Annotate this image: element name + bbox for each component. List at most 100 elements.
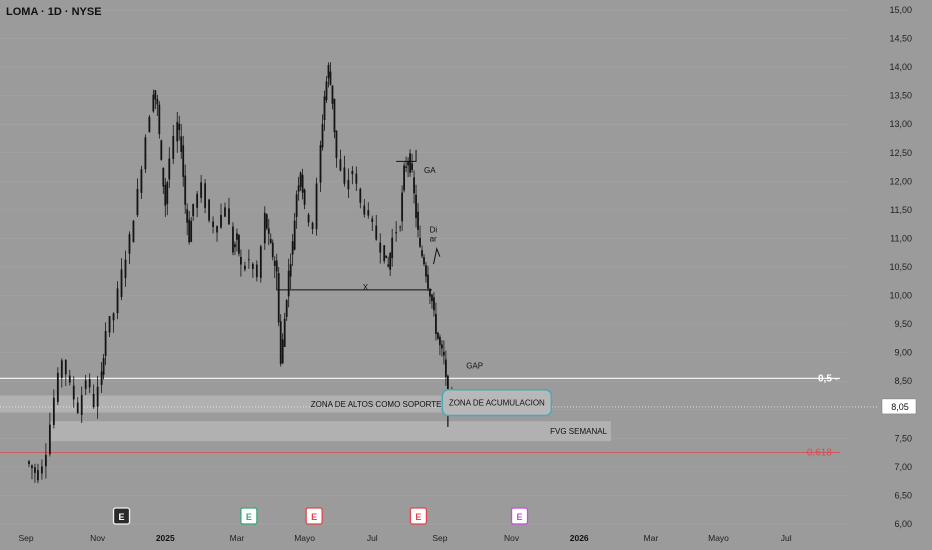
candle-body: [104, 331, 107, 356]
candle-body: [212, 221, 214, 228]
candle-body: [52, 397, 55, 425]
candle-body: [255, 264, 258, 278]
candle-body: [238, 234, 240, 254]
candle-body: [80, 395, 83, 415]
x-tick-label: Jul: [781, 533, 792, 543]
candle-body: [379, 242, 382, 253]
candle-body: [301, 174, 304, 193]
arrow-annotation: [433, 246, 441, 265]
candle-body: [76, 402, 79, 413]
candle-body: [387, 264, 390, 267]
x-tick-label: Nov: [504, 533, 520, 543]
candle-body: [88, 379, 91, 388]
candle-body: [271, 242, 274, 258]
candle-body: [319, 145, 322, 183]
ar-label: ar: [430, 234, 437, 243]
fvg-semanal-zone: [49, 421, 612, 442]
y-tick-label: 7,50: [894, 433, 912, 443]
candle-body: [323, 96, 326, 121]
candle-body: [84, 380, 87, 389]
neckline-x: [276, 264, 432, 291]
candle-body: [385, 255, 388, 258]
candle-body: [188, 219, 191, 243]
candle-body: [228, 208, 230, 225]
candle-body: [164, 184, 167, 206]
earnings-3-marker[interactable]: [305, 507, 323, 525]
candle-body: [391, 237, 394, 259]
candle-body: [367, 210, 370, 216]
candle-body: [423, 257, 425, 265]
candle-body: [443, 351, 445, 356]
candle-body: [108, 316, 111, 333]
x-tick-label: 2026: [570, 533, 589, 543]
earnings-4-marker[interactable]: [409, 507, 428, 525]
earnings-2-marker[interactable]: [240, 507, 258, 525]
y-tick-label: 11,50: [890, 205, 912, 215]
candle-body: [259, 246, 262, 278]
candle-body: [389, 253, 392, 270]
candle-body: [433, 297, 435, 311]
candle-body: [273, 260, 276, 266]
candle-body: [419, 237, 421, 247]
candle-body: [186, 209, 189, 223]
candle-body: [64, 360, 67, 375]
candle-body: [269, 239, 272, 243]
ga-label: GA: [424, 166, 436, 175]
earnings-2-letter: E: [246, 512, 252, 522]
candle-body: [409, 153, 411, 173]
di-label: Di: [430, 226, 438, 235]
candle-body: [190, 220, 193, 242]
candle-body: [439, 336, 441, 346]
candle-body: [267, 228, 270, 234]
candle-body: [413, 177, 415, 194]
candle-body: [331, 85, 334, 104]
candle-body: [247, 259, 250, 261]
candle-body: [204, 183, 206, 208]
candle-body: [236, 233, 238, 240]
candle-body: [297, 185, 300, 192]
fib-05-label: 0,5 -: [818, 373, 838, 384]
candle-body: [200, 182, 203, 198]
candle-body: [148, 116, 151, 133]
candle-body: [244, 265, 246, 270]
earnings-5-marker[interactable]: [510, 507, 529, 525]
candle-body: [399, 226, 402, 228]
candle-body: [293, 220, 296, 250]
candle-body: [120, 269, 123, 297]
candle-body: [411, 163, 413, 171]
x-tick-label: Sep: [18, 533, 33, 543]
fvg-semanal-label: FVG SEMANAL: [550, 427, 607, 436]
candle-body: [168, 158, 171, 180]
candle-body: [216, 226, 218, 233]
candle-body: [383, 245, 386, 262]
candle-body: [277, 273, 280, 323]
accumulation-zone-label: ZONA DE ACUMULACION: [449, 399, 545, 408]
candle-body: [263, 212, 266, 244]
earnings-5-letter: E: [517, 512, 523, 522]
candle-body: [208, 199, 210, 221]
earnings-4-letter: E: [415, 512, 421, 522]
x-tick-label: Mayo: [294, 533, 315, 543]
y-tick-label: 9,00: [894, 348, 912, 358]
candle-body: [333, 98, 336, 132]
candle-body: [154, 90, 157, 100]
y-tick-label: 10,50: [889, 262, 912, 272]
candle-body: [325, 81, 328, 101]
candle-body: [431, 294, 433, 302]
candle-body: [395, 232, 398, 234]
candle-body: [343, 167, 346, 184]
candle-body: [265, 214, 268, 229]
candle-body: [285, 300, 288, 318]
candle-body: [401, 192, 404, 222]
candle-body: [45, 454, 47, 467]
last-price-label: 8,05: [891, 402, 909, 412]
earnings-1-marker[interactable]: [112, 507, 131, 525]
candle-body: [441, 344, 443, 349]
candle-body: [421, 250, 423, 257]
candle-body: [291, 241, 294, 255]
y-tick-label: 12,50: [889, 148, 912, 158]
candle-body: [287, 270, 290, 297]
candle-body: [192, 204, 195, 217]
candle-body: [184, 175, 187, 205]
